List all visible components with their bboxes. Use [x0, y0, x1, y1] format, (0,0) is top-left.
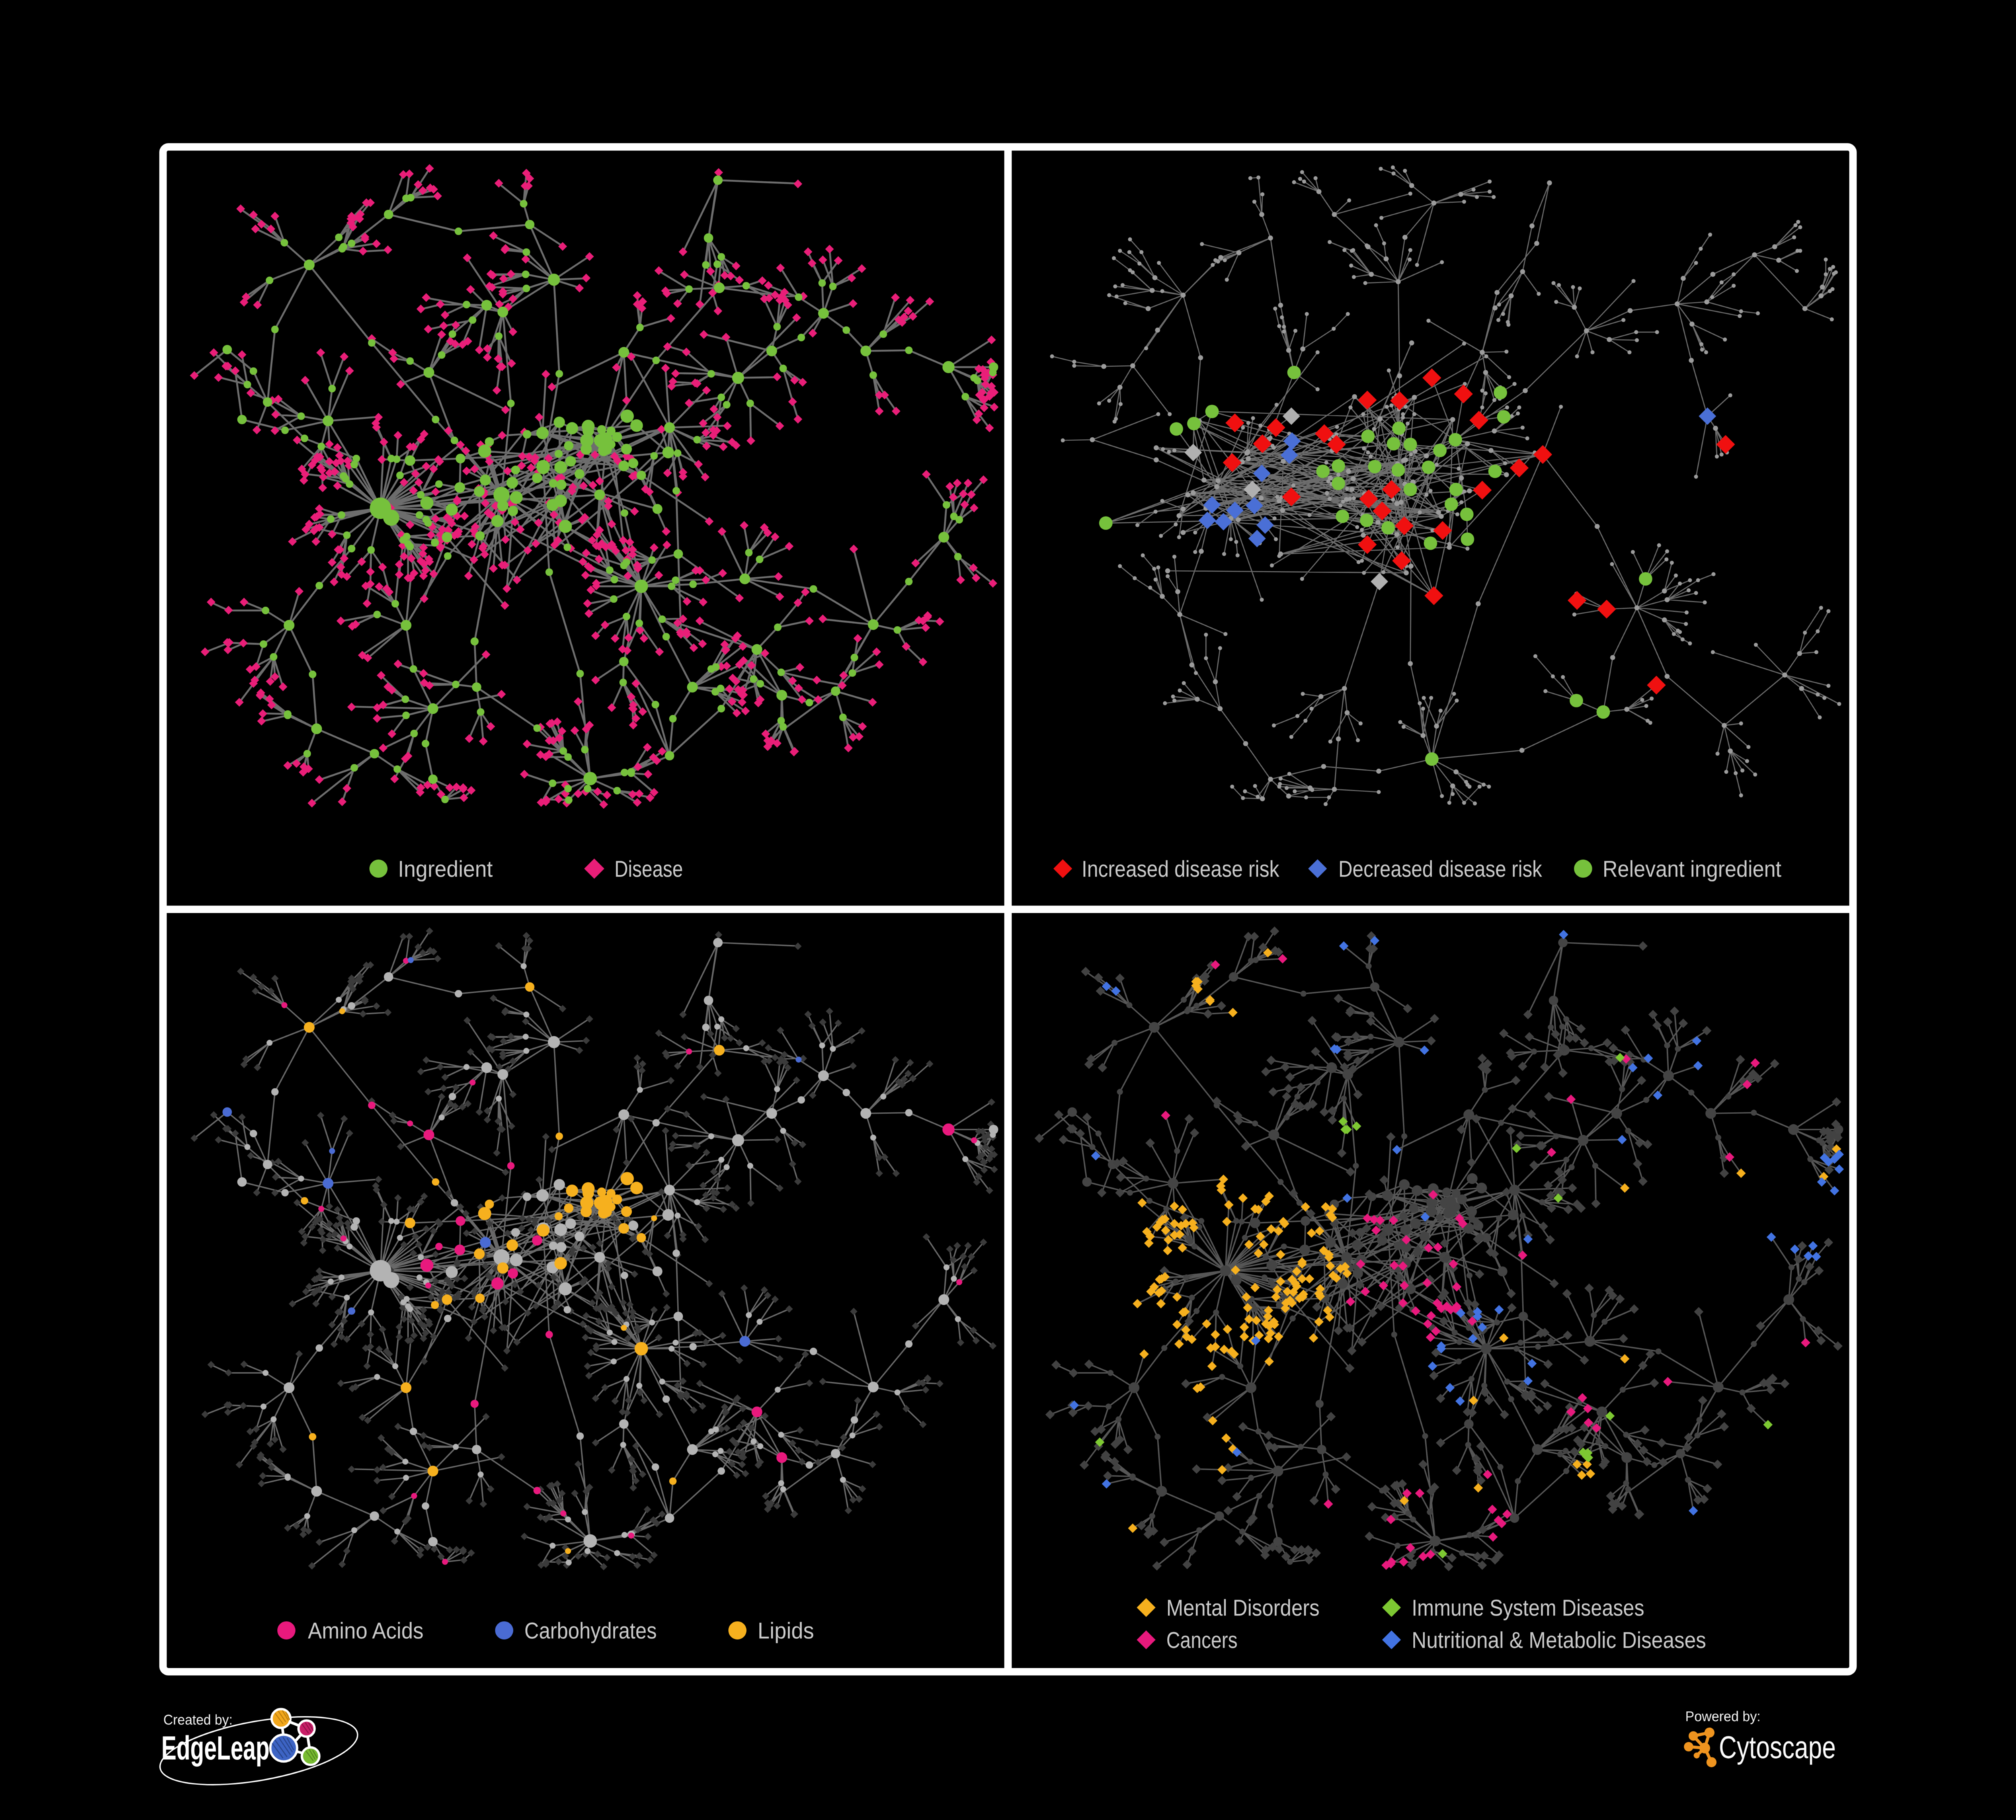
svg-text:Decreased disease risk: Decreased disease risk: [1338, 857, 1543, 882]
svg-text:Cytoscape: Cytoscape: [1719, 1729, 1836, 1765]
svg-text:Mental Disorders: Mental Disorders: [1166, 1595, 1320, 1621]
svg-text:EdgeLeap: EdgeLeap: [161, 1729, 270, 1767]
svg-text:Disease: Disease: [614, 857, 683, 882]
svg-text:Increased disease risk: Increased disease risk: [1082, 857, 1280, 882]
svg-text:Carbohydrates: Carbohydrates: [524, 1618, 657, 1644]
svg-text:Powered by:: Powered by:: [1685, 1709, 1761, 1725]
svg-text:Immune System Diseases: Immune System Diseases: [1412, 1595, 1644, 1621]
svg-text:Created by:: Created by:: [163, 1712, 233, 1728]
svg-text:Nutritional & Metabolic Diseas: Nutritional & Metabolic Diseases: [1412, 1628, 1706, 1653]
svg-text:Ingredient: Ingredient: [398, 857, 493, 882]
svg-text:Amino Acids: Amino Acids: [308, 1618, 424, 1644]
svg-text:Lipids: Lipids: [758, 1618, 814, 1644]
svg-text:Cancers: Cancers: [1166, 1628, 1238, 1653]
svg-text:Relevant ingredient: Relevant ingredient: [1603, 857, 1782, 882]
